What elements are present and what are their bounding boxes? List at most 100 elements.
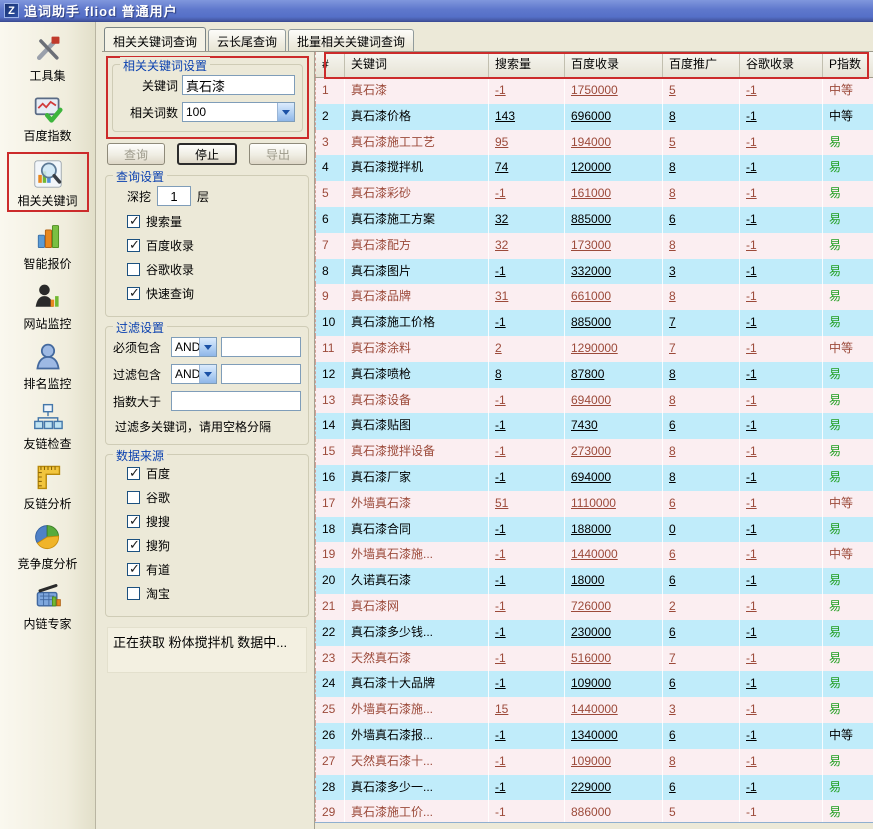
index-gt-input[interactable] — [171, 391, 301, 411]
table-row[interactable]: 7 真石漆配方 32 173000 8 -1 易 — [315, 232, 873, 259]
baidu-index-link[interactable]: 230000 — [571, 624, 612, 639]
google-index-cell[interactable]: -1 — [740, 310, 823, 336]
filter-operator-select[interactable]: AND — [171, 364, 217, 384]
baidu-index-link[interactable]: 694000 — [571, 392, 612, 407]
keyword-cell[interactable]: 真石漆施工工艺 — [345, 129, 489, 156]
table-row[interactable]: 22 真石漆多少钱... -1 230000 6 -1 易 — [315, 619, 873, 646]
google-index-cell[interactable]: -1 — [740, 129, 823, 156]
search-volume-cell[interactable]: 8 — [489, 361, 565, 388]
table-row[interactable]: 24 真石漆十大品牌 -1 109000 6 -1 易 — [315, 671, 873, 698]
baidu-ppc-cell[interactable]: 6 — [663, 671, 740, 698]
keyword-cell[interactable]: 真石漆多少一... — [345, 774, 489, 801]
table-row[interactable]: 28 真石漆多少一... -1 229000 6 -1 易 — [315, 774, 873, 801]
search-volume-link[interactable]: 95 — [495, 134, 509, 149]
google-index-link[interactable]: -1 — [746, 83, 757, 97]
google-index-cell[interactable]: -1 — [740, 697, 823, 723]
baidu-index-cell[interactable]: 1440000 — [565, 697, 663, 723]
table-row[interactable]: 8 真石漆图片 -1 332000 3 -1 易 — [315, 258, 873, 285]
chevron-down-icon[interactable] — [199, 365, 216, 383]
baidu-index-link[interactable]: 1440000 — [571, 702, 618, 717]
keyword-cell[interactable]: 外墙真石漆 — [345, 490, 489, 517]
sidebar-item-toolset[interactable]: 工具集 — [0, 32, 95, 84]
baidu-ppc-link[interactable]: 8 — [669, 366, 676, 381]
baidu-index-link[interactable]: 1290000 — [571, 340, 618, 355]
search-volume-cell[interactable]: -1 — [489, 774, 565, 801]
keyword-cell[interactable]: 真石漆品牌 — [345, 284, 489, 311]
baidu-ppc-cell[interactable]: 6 — [663, 619, 740, 646]
baidu-ppc-cell[interactable]: 8 — [663, 464, 740, 491]
keyword-cell[interactable]: 真石漆 — [345, 78, 489, 104]
google-index-link[interactable]: -1 — [746, 418, 757, 433]
baidu-index-link[interactable]: 273000 — [571, 444, 612, 459]
google-index-cell[interactable]: -1 — [740, 258, 823, 285]
search-volume-cell[interactable]: -1 — [489, 464, 565, 491]
baidu-ppc-cell[interactable]: 5 — [663, 78, 740, 104]
baidu-ppc-link[interactable]: 8 — [669, 160, 676, 175]
baidu-index-cell[interactable]: 886000 — [565, 800, 663, 827]
baidu-ppc-link[interactable]: 6 — [669, 547, 676, 562]
baidu-index-link[interactable]: 516000 — [571, 650, 612, 665]
table-row[interactable]: 23 天然真石漆 -1 516000 7 -1 易 — [315, 645, 873, 672]
chevron-down-icon[interactable] — [199, 338, 216, 356]
keyword-cell[interactable]: 真石漆图片 — [345, 258, 489, 285]
search-volume-link[interactable]: -1 — [495, 469, 506, 484]
baidu-ppc-cell[interactable]: 8 — [663, 155, 740, 182]
search-volume-link[interactable]: -1 — [495, 779, 506, 794]
google-index-link[interactable]: -1 — [746, 676, 757, 691]
google-index-cell[interactable]: -1 — [740, 206, 823, 233]
query-button[interactable]: 查询 — [107, 143, 165, 165]
baidu-ppc-cell[interactable]: 8 — [663, 232, 740, 259]
google-index-link[interactable]: -1 — [746, 392, 757, 407]
horizontal-scrollbar[interactable] — [315, 822, 873, 829]
baidu-ppc-link[interactable]: 6 — [669, 727, 676, 742]
baidu-index-link[interactable]: 1440000 — [571, 547, 618, 562]
google-index-link[interactable]: -1 — [746, 521, 757, 536]
google-index-link[interactable]: -1 — [746, 263, 757, 278]
checkbox[interactable] — [127, 513, 140, 529]
sidebar-item-rank-monitor[interactable]: 排名监控 — [0, 340, 95, 392]
search-volume-cell[interactable]: -1 — [489, 181, 565, 207]
baidu-index-link[interactable]: 194000 — [571, 134, 612, 149]
column-header-google-index[interactable]: 谷歌收录 — [740, 52, 823, 77]
google-index-link[interactable]: -1 — [746, 340, 757, 355]
search-volume-link[interactable]: -1 — [495, 521, 506, 536]
search-volume-cell[interactable]: -1 — [489, 542, 565, 569]
sidebar-item-baidu-index[interactable]: 百度指数 — [0, 92, 95, 144]
search-volume-link[interactable]: 32 — [495, 211, 509, 226]
google-index-cell[interactable]: -1 — [740, 232, 823, 259]
google-index-link[interactable]: -1 — [746, 702, 757, 717]
keyword-cell[interactable]: 真石漆彩砂 — [345, 181, 489, 207]
google-index-cell[interactable]: -1 — [740, 800, 823, 827]
tab[interactable]: 相关关键词查询 — [104, 27, 207, 51]
column-header-baidu-index[interactable]: 百度收录 — [565, 52, 663, 77]
search-volume-cell[interactable]: 2 — [489, 335, 565, 362]
baidu-index-link[interactable]: 696000 — [571, 108, 612, 123]
baidu-ppc-cell[interactable]: 7 — [663, 335, 740, 362]
search-volume-cell[interactable]: -1 — [489, 387, 565, 414]
google-index-link[interactable]: -1 — [746, 727, 757, 742]
search-volume-link[interactable]: -1 — [495, 753, 506, 768]
search-volume-cell[interactable]: 32 — [489, 232, 565, 259]
baidu-index-link[interactable]: 1110000 — [571, 495, 616, 510]
checkbox[interactable] — [127, 491, 140, 504]
search-volume-cell[interactable]: 74 — [489, 155, 565, 182]
search-volume-link[interactable]: -1 — [495, 727, 506, 742]
search-volume-cell[interactable]: 31 — [489, 284, 565, 311]
baidu-ppc-link[interactable]: 3 — [669, 263, 676, 278]
baidu-index-cell[interactable]: 1440000 — [565, 542, 663, 569]
tab[interactable]: 批量相关关键词查询 — [288, 29, 415, 51]
keyword-cell[interactable]: 外墙真石漆施... — [345, 542, 489, 569]
google-index-cell[interactable]: -1 — [740, 490, 823, 517]
google-index-cell[interactable]: -1 — [740, 413, 823, 440]
keyword-cell[interactable]: 真石漆配方 — [345, 232, 489, 259]
baidu-index-link[interactable]: 726000 — [571, 598, 612, 613]
baidu-ppc-link[interactable]: 6 — [669, 676, 676, 691]
search-volume-cell[interactable]: -1 — [489, 439, 565, 465]
search-volume-link[interactable]: -1 — [495, 676, 506, 691]
search-volume-link[interactable]: 32 — [495, 237, 509, 252]
baidu-index-link[interactable]: 18000 — [571, 573, 605, 588]
checkbox[interactable] — [127, 465, 140, 481]
search-volume-link[interactable]: -1 — [495, 315, 506, 330]
sidebar-item-competition[interactable]: 竞争度分析 — [0, 520, 95, 572]
baidu-ppc-link[interactable]: 6 — [669, 418, 676, 433]
